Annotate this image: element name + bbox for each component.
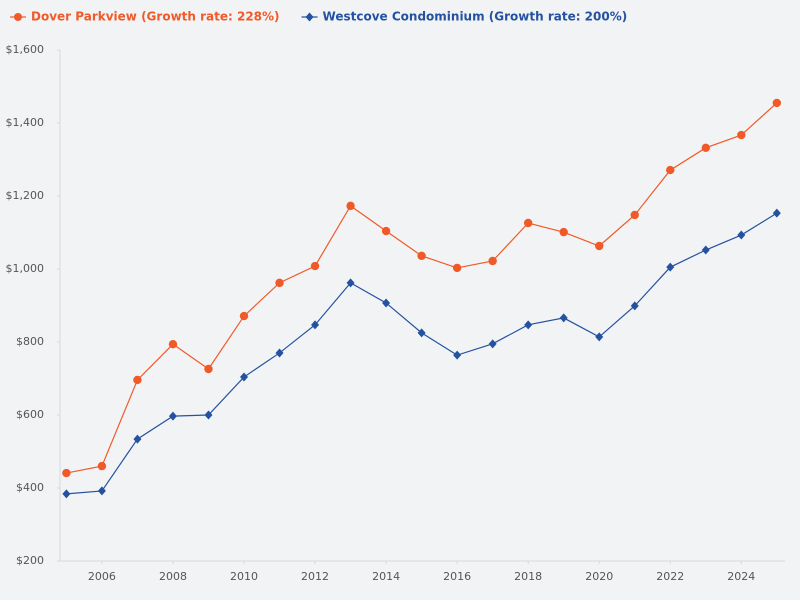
x-tick-label: 2010 xyxy=(230,570,258,583)
legend-label: Westcove Condominium (Growth rate: 200%) xyxy=(323,10,628,24)
point xyxy=(595,332,604,342)
point xyxy=(417,328,426,338)
point xyxy=(168,411,177,421)
point xyxy=(311,320,320,330)
point xyxy=(737,230,746,240)
point xyxy=(737,130,746,140)
x-tick-label: 2016 xyxy=(443,570,471,583)
point xyxy=(168,339,178,349)
point xyxy=(559,227,568,237)
point xyxy=(239,311,249,321)
point xyxy=(630,210,639,220)
point xyxy=(701,143,710,153)
point xyxy=(559,313,568,323)
legend-marker xyxy=(305,12,314,22)
legend-label: Dover Parkview (Growth rate: 228%) xyxy=(31,10,280,24)
x-tick-label: 2020 xyxy=(585,570,613,583)
point xyxy=(133,434,142,444)
x-tick-label: 2024 xyxy=(727,570,755,583)
point xyxy=(97,461,107,471)
point xyxy=(310,261,320,271)
point xyxy=(701,245,710,255)
point xyxy=(275,278,284,288)
point xyxy=(417,251,426,261)
point xyxy=(523,218,533,228)
point xyxy=(346,278,355,288)
point xyxy=(97,486,106,496)
point xyxy=(382,298,391,308)
point xyxy=(630,301,639,311)
y-tick-label: $800 xyxy=(16,335,44,348)
point xyxy=(488,339,497,349)
x-tick-label: 2008 xyxy=(159,570,187,583)
point xyxy=(62,489,71,499)
point xyxy=(381,226,391,236)
point xyxy=(488,256,497,266)
y-tick-label: $1,600 xyxy=(6,43,45,56)
legend-marker xyxy=(14,13,22,21)
x-tick-label: 2012 xyxy=(301,570,329,583)
y-tick-label: $200 xyxy=(16,554,44,567)
point xyxy=(666,262,675,272)
point xyxy=(204,410,213,420)
x-tick-label: 2006 xyxy=(88,570,116,583)
point xyxy=(346,201,355,211)
point xyxy=(772,98,782,108)
y-tick-label: $1,000 xyxy=(6,262,45,275)
x-tick-label: 2018 xyxy=(514,570,542,583)
y-tick-label: $600 xyxy=(16,408,44,421)
x-tick-label: 2014 xyxy=(372,570,400,583)
point xyxy=(595,241,604,251)
point xyxy=(133,375,142,385)
point xyxy=(275,348,284,358)
point xyxy=(524,320,533,330)
point xyxy=(452,263,462,273)
point xyxy=(453,350,462,360)
point xyxy=(240,372,249,382)
point xyxy=(666,165,675,175)
y-tick-label: $1,200 xyxy=(6,189,45,202)
point xyxy=(772,208,781,218)
x-tick-label: 2022 xyxy=(656,570,684,583)
point xyxy=(62,468,71,478)
y-tick-label: $400 xyxy=(16,481,44,494)
y-tick-label: $1,400 xyxy=(6,116,45,129)
point xyxy=(204,364,213,374)
